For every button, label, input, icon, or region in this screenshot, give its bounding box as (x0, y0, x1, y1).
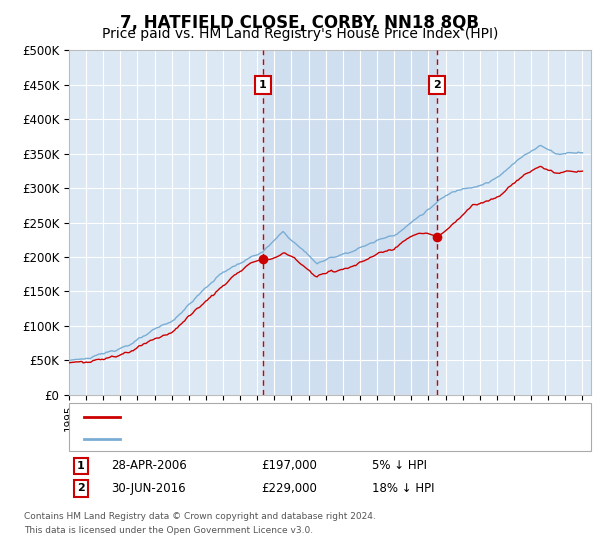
Text: 7, HATFIELD CLOSE, CORBY, NN18 8QB: 7, HATFIELD CLOSE, CORBY, NN18 8QB (121, 14, 479, 32)
Text: 1: 1 (77, 461, 85, 471)
Text: £229,000: £229,000 (261, 482, 317, 495)
Text: 7, HATFIELD CLOSE, CORBY, NN18 8QB (detached house): 7, HATFIELD CLOSE, CORBY, NN18 8QB (deta… (126, 412, 439, 422)
Text: 5% ↓ HPI: 5% ↓ HPI (372, 459, 427, 473)
Text: 2: 2 (77, 483, 85, 493)
Text: HPI: Average price, detached house, North Northamptonshire: HPI: Average price, detached house, Nort… (126, 434, 462, 444)
Text: 1: 1 (259, 80, 266, 90)
Text: 18% ↓ HPI: 18% ↓ HPI (372, 482, 434, 495)
Text: 30-JUN-2016: 30-JUN-2016 (111, 482, 185, 495)
Text: £197,000: £197,000 (261, 459, 317, 473)
Text: Price paid vs. HM Land Registry's House Price Index (HPI): Price paid vs. HM Land Registry's House … (102, 27, 498, 41)
Text: 28-APR-2006: 28-APR-2006 (111, 459, 187, 473)
Bar (263, 50, 437, 395)
Text: This data is licensed under the Open Government Licence v3.0.: This data is licensed under the Open Gov… (24, 526, 313, 535)
Text: 2: 2 (433, 80, 441, 90)
Text: Contains HM Land Registry data © Crown copyright and database right 2024.: Contains HM Land Registry data © Crown c… (24, 512, 376, 521)
